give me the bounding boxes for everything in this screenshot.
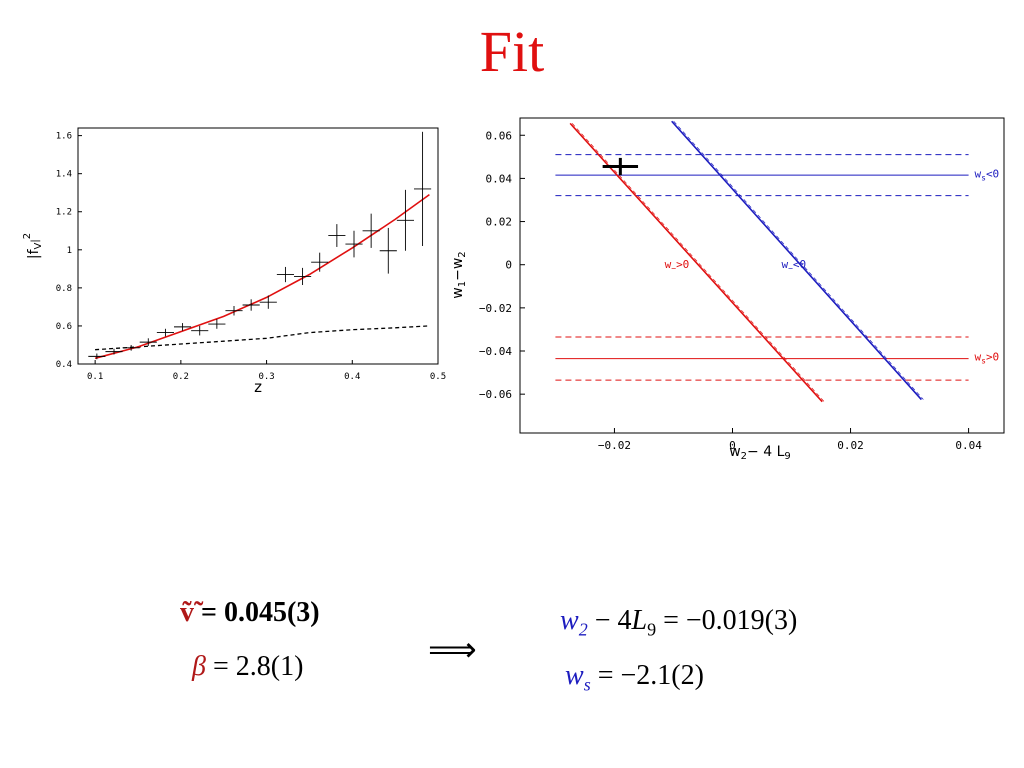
y-tick-label: 1.6 xyxy=(56,132,72,142)
x-tick-label: 0.04 xyxy=(955,439,982,452)
diagonal-line xyxy=(569,122,823,403)
data-points-group xyxy=(88,131,432,360)
w-tilde-value: = 0.045(3) xyxy=(201,597,320,628)
page-title: Fit xyxy=(479,19,545,84)
y-tick-label: 0.06 xyxy=(486,129,513,142)
x-axis-label: z xyxy=(254,378,262,396)
ws-equation: ws = −2.1(2) xyxy=(565,660,704,696)
annotation-label: w−<0 xyxy=(781,258,806,273)
annotations-group: ws<0 ws>0 w−>0 w−<0 xyxy=(665,167,1000,365)
y-tick-label: 1 xyxy=(67,246,72,256)
x-tick-label: 0.2 xyxy=(173,372,189,382)
ws-symbol: ws xyxy=(565,660,591,695)
y-tick-label: 0.8 xyxy=(56,284,72,294)
w2-symbol: w2 xyxy=(560,605,588,640)
plot-frame xyxy=(77,127,439,365)
x-tick-label: 0.1 xyxy=(87,372,103,382)
annotation-label: ws>0 xyxy=(974,351,999,366)
dashed-curve-group xyxy=(95,325,430,351)
y-tick-label: −0.04 xyxy=(479,345,512,358)
w2-equation: w2 − 4L9 = −0.019(3) xyxy=(560,605,798,640)
annotation-label: ws<0 xyxy=(974,167,999,182)
diagonal-line xyxy=(671,120,922,401)
x-tick-label: 0.4 xyxy=(344,372,360,382)
x-tick-label: 0 xyxy=(729,439,736,452)
diagonal-lines-group xyxy=(569,120,924,403)
w-tilde-symbol: ṽ̃ xyxy=(180,597,194,628)
beta-symbol: β xyxy=(192,651,206,682)
y-axis-label: w1−w2 xyxy=(450,251,468,298)
w2-value: = −0.019(3) xyxy=(656,605,798,636)
x-tick-label: 0.5 xyxy=(430,372,446,382)
y-tick-label: −0.06 xyxy=(479,388,512,401)
ws-value: = −2.1(2) xyxy=(590,660,704,691)
x-axis-label: w2− 4 L9 xyxy=(729,444,791,462)
plot-frame xyxy=(519,117,1005,434)
x-tick-label: 0.3 xyxy=(258,372,274,382)
y-tick-label: 0.02 xyxy=(486,216,513,229)
y-tick-label: 0.4 xyxy=(56,360,72,370)
horizontal-lines-group xyxy=(555,154,969,381)
form-factor-chart: 0.1 0.2 0.3 0.4 0.5 0.4 0.6 0.8 1 1.2 1.4 1.6 z |fV… xyxy=(22,127,446,396)
annotation-label: w−>0 xyxy=(665,258,690,273)
constraint-chart: −0.02 0 0.02 0.04 −0.06 −0.04 −0.02 0 0.02 0.04 0.… xyxy=(450,117,1005,462)
tick-group: 0.1 0.2 0.3 0.4 0.5 0.4 0.6 0.8 1 1.2 1.4 1.6 xyxy=(56,132,446,382)
w-tilde-equation: ṽ̃ = 0.045(3) xyxy=(180,597,320,629)
y-tick-label: 0.6 xyxy=(56,322,72,332)
y-axis-label: |fV|2 xyxy=(22,233,44,259)
diagonal-line-band xyxy=(673,121,924,400)
y-tick-label: 0.04 xyxy=(486,172,513,185)
beta-equation: β = 2.8(1) xyxy=(192,651,303,683)
y-tick-label: 1.2 xyxy=(56,208,72,218)
y-tick-label: −0.02 xyxy=(479,302,512,315)
implies-arrow: ⟹ xyxy=(428,630,477,670)
tick-group: −0.02 0 0.02 0.04 −0.06 −0.04 −0.02 0 0.02 0.04 0.… xyxy=(479,129,982,452)
x-tick-label: 0.02 xyxy=(837,439,864,452)
beta-value: = 2.8(1) xyxy=(212,651,304,682)
best-fit-cross xyxy=(602,157,639,176)
y-tick-label: 0 xyxy=(505,259,512,272)
x-tick-label: −0.02 xyxy=(598,439,631,452)
dashed-curve xyxy=(95,325,430,351)
y-tick-label: 1.4 xyxy=(56,170,72,180)
